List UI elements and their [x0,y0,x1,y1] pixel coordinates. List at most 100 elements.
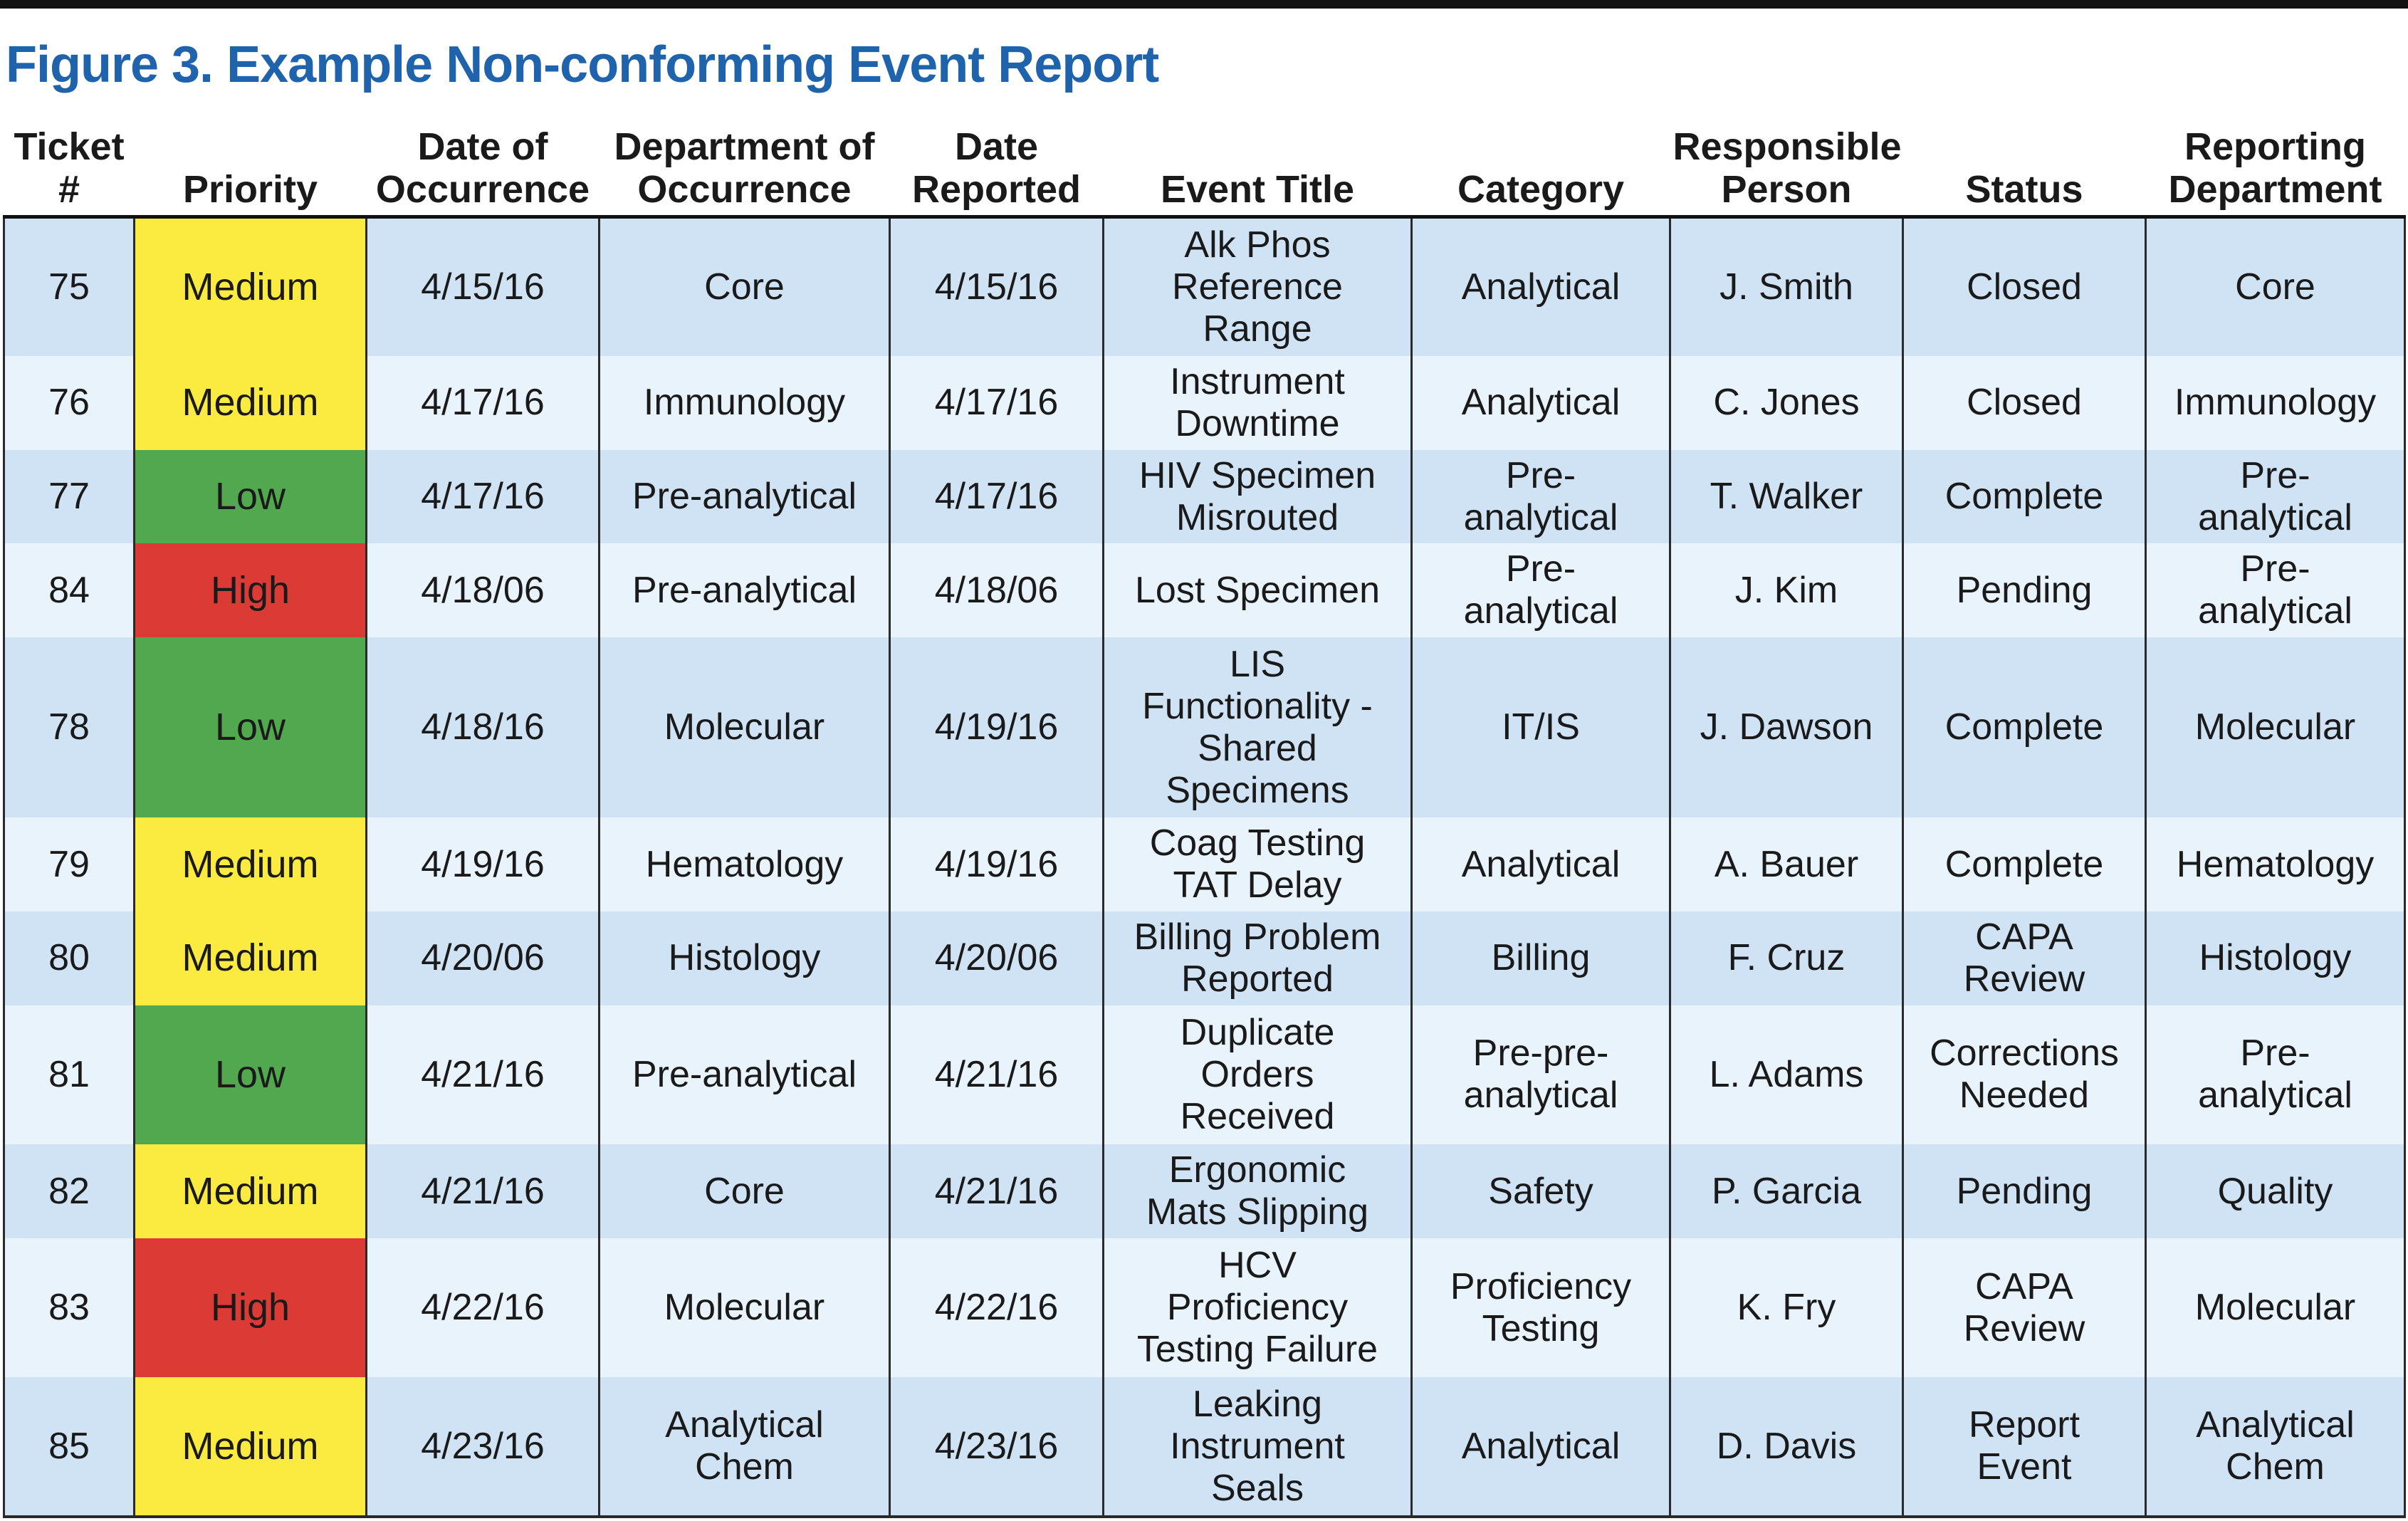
cell-event-title: Instrument Downtime [1103,356,1413,450]
cell-date-occurrence: 4/19/16 [366,817,600,912]
cell-status: Pending [1902,1144,2147,1238]
cell-category: Pre-analytical [1411,449,1671,544]
cell-department-occurrence: Histology [599,911,891,1005]
cell-event-title: HIV Specimen Misrouted [1103,449,1413,544]
cell-ticket: 79 [3,817,135,912]
cell-responsible-person: A. Bauer [1670,817,1904,912]
header-department-occurrence: Department of Occurrence [599,122,890,219]
cell-department-occurrence: Pre-analytical [599,543,891,638]
cell-department-occurrence: Pre-analytical [599,1005,891,1145]
cell-date-reported: 4/21/16 [889,1005,1104,1145]
table-body: 75 Medium 4/15/16 Core 4/15/16 Alk Phos R… [3,216,2406,1518]
cell-ticket: 78 [3,637,135,818]
cell-date-occurrence: 4/20/06 [366,911,600,1005]
cell-event-title: HCV Proficiency Testing Failure [1103,1238,1413,1378]
cell-priority: Medium [134,817,367,912]
cell-event-title: Billing Problem Reported [1103,911,1413,1005]
header-event-title: Event Title [1103,122,1412,219]
cell-reporting-department: Pre-analytical [2145,1005,2406,1145]
header-category: Category [1411,122,1670,219]
header-ticket: Ticket # [4,122,135,219]
cell-department-occurrence: Core [599,216,891,357]
cell-reporting-department: Hematology [2145,817,2406,912]
cell-priority: High [134,543,367,638]
cell-responsible-person: C. Jones [1670,356,1904,450]
header-responsible-person: Responsible Person [1670,122,1903,219]
cell-date-occurrence: 4/17/16 [366,356,600,450]
cell-reporting-department: Immunology [2145,356,2406,450]
cell-priority: Medium [134,356,367,450]
header-row: Ticket # Priority Date of Occurrence Depar… [4,122,2405,219]
cell-reporting-department: Quality [2145,1144,2406,1238]
cell-event-title: Alk Phos Reference Range [1103,216,1413,357]
cell-event-title: Lost Specimen [1103,543,1413,638]
cell-responsible-person: F. Cruz [1670,911,1904,1005]
cell-responsible-person: L. Adams [1670,1005,1904,1145]
cell-ticket: 84 [3,543,135,638]
cell-priority: High [134,1238,367,1378]
cell-responsible-person: J. Kim [1670,543,1904,638]
cell-department-occurrence: Hematology [599,817,891,912]
cell-date-reported: 4/19/16 [889,637,1104,818]
cell-reporting-department: Analytical Chem [2145,1377,2406,1518]
table-row: 79 Medium 4/19/16 Hematology 4/19/16 Coa… [3,817,2406,912]
cell-priority: Medium [134,911,367,1005]
cell-ticket: 85 [3,1377,135,1518]
cell-ticket: 80 [3,911,135,1005]
cell-category: Safety [1411,1144,1671,1238]
cell-event-title: Duplicate Orders Received [1103,1005,1413,1145]
cell-reporting-department: Core [2145,216,2406,357]
cell-status: Complete [1902,817,2147,912]
cell-department-occurrence: Analytical Chem [599,1377,891,1518]
cell-date-occurrence: 4/15/16 [366,216,600,357]
table-row: 80 Medium 4/20/06 Histology 4/20/06 Bill… [3,911,2406,1005]
cell-date-reported: 4/17/16 [889,449,1104,544]
cell-responsible-person: D. Davis [1670,1377,1904,1518]
cell-date-reported: 4/21/16 [889,1144,1104,1238]
table-row: 75 Medium 4/15/16 Core 4/15/16 Alk Phos R… [3,216,2406,357]
cell-category: Analytical [1411,817,1671,912]
cell-category: IT/IS [1411,637,1671,818]
cell-priority: Low [134,637,367,818]
header-reporting-department: Reporting Department [2145,122,2405,219]
cell-date-occurrence: 4/21/16 [366,1005,600,1145]
cell-event-title: LIS Functionality - Shared Specimens [1103,637,1413,818]
cell-date-occurrence: 4/23/16 [366,1377,600,1518]
table-row: 76 Medium 4/17/16 Immunology 4/17/16 Ins… [3,356,2406,450]
cell-category: Analytical [1411,216,1671,357]
cell-status: Closed [1902,356,2147,450]
cell-event-title: Leaking Instrument Seals [1103,1377,1413,1518]
header-priority: Priority [134,122,367,219]
cell-responsible-person: K. Fry [1670,1238,1904,1378]
cell-responsible-person: J. Smith [1670,216,1904,357]
cell-status: Complete [1902,449,2147,544]
cell-responsible-person: T. Walker [1670,449,1904,544]
table-row: 84 High 4/18/06 Pre-analytical 4/18/06 L… [3,543,2406,638]
cell-date-occurrence: 4/21/16 [366,1144,600,1238]
cell-reporting-department: Pre-analytical [2145,543,2406,638]
cell-category: Analytical [1411,356,1671,450]
figure-title: Figure 3. Example Non-conforming Event R… [6,36,1159,93]
cell-ticket: 77 [3,449,135,544]
cell-date-reported: 4/23/16 [889,1377,1104,1518]
table-row: 78 Low 4/18/16 Molecular 4/19/16 LIS Func… [3,637,2406,818]
cell-date-reported: 4/20/06 [889,911,1104,1005]
cell-responsible-person: P. Garcia [1670,1144,1904,1238]
cell-responsible-person: J. Dawson [1670,637,1904,818]
cell-priority: Medium [134,1377,367,1518]
cell-category: Proficiency Testing [1411,1238,1671,1378]
table-row: 81 Low 4/21/16 Pre-analytical 4/21/16 Du… [3,1005,2406,1145]
cell-ticket: 76 [3,356,135,450]
cell-date-occurrence: 4/22/16 [366,1238,600,1378]
cell-priority: Medium [134,1144,367,1238]
cell-ticket: 83 [3,1238,135,1378]
cell-date-reported: 4/19/16 [889,817,1104,912]
cell-event-title: Ergonomic Mats Slipping [1103,1144,1413,1238]
cell-date-occurrence: 4/18/06 [366,543,600,638]
cell-category: Pre-analytical [1411,543,1671,638]
cell-priority: Medium [134,216,367,357]
cell-reporting-department: Molecular [2145,1238,2406,1378]
cell-department-occurrence: Immunology [599,356,891,450]
cell-category: Pre-pre-analytical [1411,1005,1671,1145]
